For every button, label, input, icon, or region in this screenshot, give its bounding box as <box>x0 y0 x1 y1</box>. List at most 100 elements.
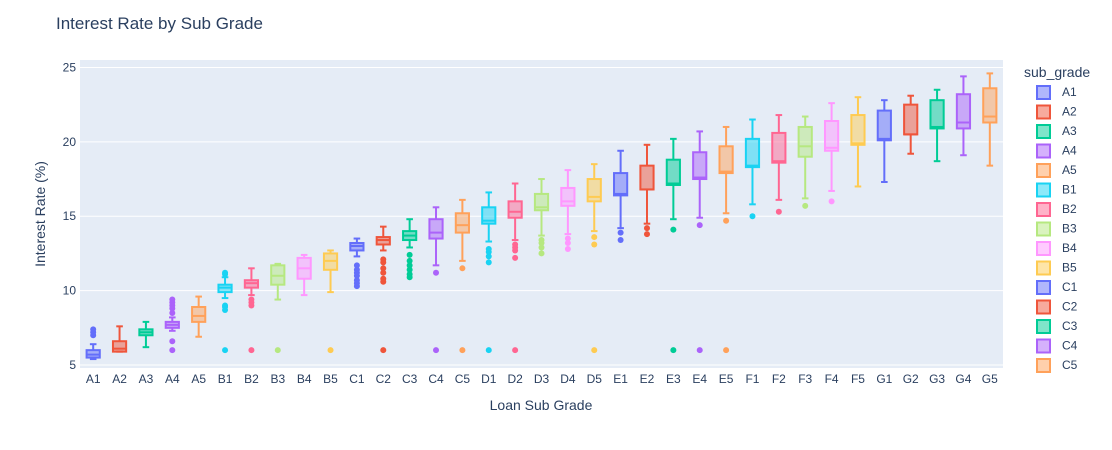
box-C1 <box>349 237 365 290</box>
box-B3 <box>270 262 286 354</box>
outlier-point <box>643 225 650 232</box>
box-iqr <box>876 109 892 142</box>
legend-swatch <box>1036 85 1051 100</box>
box-iqr <box>771 131 787 164</box>
outlier-point <box>274 347 281 354</box>
x-tick-label: A5 <box>191 372 206 386</box>
x-tick-label: B1 <box>218 372 233 386</box>
box-iqr <box>665 158 681 186</box>
legend-item-B3[interactable]: B3 <box>1036 221 1077 237</box>
box-C2 <box>375 225 391 354</box>
legend-swatch <box>1036 299 1051 315</box>
box-E5 <box>718 125 734 354</box>
legend-item-B1[interactable]: B1 <box>1036 182 1077 198</box>
legend-item-A5[interactable]: A5 <box>1036 163 1077 178</box>
box-E3 <box>665 137 681 354</box>
x-tick-label: B3 <box>270 372 285 386</box>
legend-item-A1[interactable]: A1 <box>1036 85 1077 100</box>
legend-swatch <box>1036 182 1051 198</box>
box-iqr <box>718 145 734 175</box>
legend-label: A2 <box>1062 105 1077 119</box>
x-tick-label: E1 <box>613 372 628 386</box>
box-D2 <box>507 182 523 354</box>
legend-swatch <box>1036 280 1051 295</box>
outlier-point <box>512 241 519 248</box>
box-B2 <box>243 267 260 354</box>
x-tick-label: G3 <box>929 372 945 386</box>
x-tick-label: A4 <box>165 372 180 386</box>
box-iqr <box>903 103 919 136</box>
outlier-point <box>802 202 809 209</box>
legend-item-C1[interactable]: C1 <box>1036 280 1078 295</box>
x-tick-label: E4 <box>692 372 707 386</box>
x-tick-label: C2 <box>376 372 392 386</box>
legend-item-C4[interactable]: C4 <box>1036 338 1078 354</box>
outlier-point <box>538 244 545 251</box>
legend-swatch <box>1036 221 1051 237</box>
legend-title: sub_grade <box>1024 64 1090 80</box>
x-tick-label: C1 <box>349 372 365 386</box>
outlier-point <box>169 296 176 303</box>
x-tick-label: G1 <box>876 372 892 386</box>
x-axis-title: Loan Sub Grade <box>490 397 593 413</box>
legend-item-A2[interactable]: A2 <box>1036 104 1077 120</box>
legend-item-B2[interactable]: B2 <box>1036 202 1077 217</box>
outlier-point <box>485 245 492 252</box>
box-A4 <box>164 296 180 354</box>
box-C5 <box>454 198 470 354</box>
outlier-point <box>248 296 255 303</box>
outlier-point <box>775 208 782 215</box>
y-axis-title: Interest Rate (%) <box>32 161 48 267</box>
x-axis-ticks: A1 A2 A3 A4 A5 B1 B2 B3 B4 B5 C1 C2 C3 C4 C5 D1 D2 D3 D4 D5… <box>86 372 998 386</box>
legend-swatch <box>1036 241 1051 256</box>
legend-label: A1 <box>1062 85 1077 99</box>
legend-swatch <box>1036 104 1051 120</box>
box-D3 <box>533 178 550 257</box>
box-iqr <box>744 137 761 169</box>
box-iqr <box>929 99 945 130</box>
x-tick-label: F2 <box>772 372 786 386</box>
y-tick-label: 5 <box>69 358 76 372</box>
legend-swatch <box>1036 319 1051 334</box>
box-A3 <box>138 320 154 349</box>
legend-label: A4 <box>1062 144 1077 158</box>
x-tick-label: E2 <box>640 372 655 386</box>
x-tick-label: G4 <box>955 372 971 386</box>
legend-label: C4 <box>1062 339 1078 353</box>
y-tick-label: 25 <box>63 60 77 74</box>
outlier-point <box>670 226 677 233</box>
box-C4 <box>428 206 444 354</box>
box-iqr <box>797 125 813 158</box>
x-tick-label: D5 <box>587 372 603 386</box>
legend-item-C5[interactable]: C5 <box>1036 358 1078 373</box>
outlier-point <box>723 217 730 224</box>
outlier-point <box>380 256 387 263</box>
outlier-point <box>723 347 730 354</box>
x-tick-label: D2 <box>507 372 523 386</box>
legend-item-A3[interactable]: A3 <box>1036 124 1077 139</box>
box-E1 <box>613 149 629 244</box>
legend-item-C3[interactable]: C3 <box>1036 319 1078 334</box>
legend-label: B5 <box>1062 261 1077 275</box>
legend-item-C2[interactable]: C2 <box>1036 299 1078 315</box>
box-A1 <box>85 326 101 361</box>
outlier-point <box>380 275 387 282</box>
x-tick-label: B4 <box>297 372 312 386</box>
outlier-point <box>353 266 360 273</box>
y-axis-ticks: 5 10 15 20 25 <box>63 60 77 372</box>
legend-item-A4[interactable]: A4 <box>1036 143 1077 159</box>
legend-item-B4[interactable]: B4 <box>1036 241 1077 256</box>
outlier-point <box>169 338 176 345</box>
legend: sub_grade A1 A2 A3 A4 A5 B1 B2 B3 B4 B5 C1 C2 C3 C4 C5 <box>1024 64 1090 373</box>
outlier-point <box>222 347 229 354</box>
outlier-point <box>512 347 519 354</box>
box-D5 <box>586 163 602 354</box>
outlier-point <box>380 347 387 354</box>
box-D4 <box>560 169 576 252</box>
x-tick-label: F1 <box>745 372 759 386</box>
legend-swatch <box>1036 143 1051 159</box>
outlier-point <box>327 347 334 354</box>
outlier-point <box>696 347 703 354</box>
legend-item-B5[interactable]: B5 <box>1036 260 1077 276</box>
legend-label: B1 <box>1062 183 1077 197</box>
